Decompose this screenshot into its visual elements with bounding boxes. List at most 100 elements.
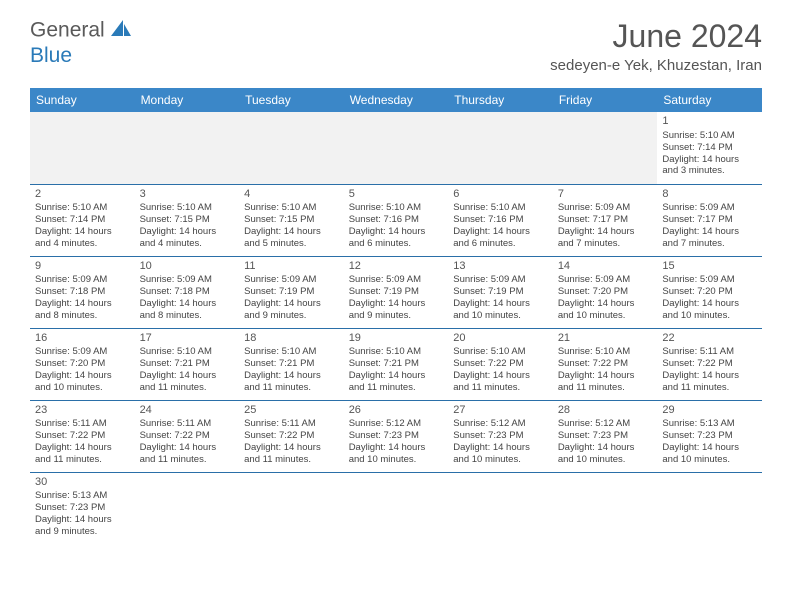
sunset-line: Sunset: 7:21 PM [140,358,210,369]
calendar-cell: 2Sunrise: 5:10 AMSunset: 7:14 PMDaylight… [30,184,135,256]
sunset-line: Sunset: 7:14 PM [35,214,105,225]
sunrise-line: Sunrise: 5:10 AM [140,202,212,213]
brand-part2: Blue [30,44,72,67]
day-number: 21 [558,332,653,346]
sunrise-line: Sunrise: 5:10 AM [349,346,421,357]
sunset-line: Sunset: 7:21 PM [349,358,419,369]
day-number: 22 [662,332,757,346]
daylight-line: Daylight: 14 hours and 6 minutes. [349,226,426,249]
calendar-cell: 28Sunrise: 5:12 AMSunset: 7:23 PMDayligh… [553,400,658,472]
sunrise-line: Sunrise: 5:11 AM [662,346,734,357]
day-number: 13 [453,260,548,274]
calendar-cell: 11Sunrise: 5:09 AMSunset: 7:19 PMDayligh… [239,256,344,328]
daylight-line: Daylight: 14 hours and 10 minutes. [558,442,635,465]
calendar-cell: 20Sunrise: 5:10 AMSunset: 7:22 PMDayligh… [448,328,553,400]
calendar-cell: 10Sunrise: 5:09 AMSunset: 7:18 PMDayligh… [135,256,240,328]
sunrise-line: Sunrise: 5:10 AM [453,202,525,213]
daylight-line: Daylight: 14 hours and 3 minutes. [662,154,739,177]
day-number: 14 [558,260,653,274]
calendar-cell: 7Sunrise: 5:09 AMSunset: 7:17 PMDaylight… [553,184,658,256]
daylight-line: Daylight: 14 hours and 9 minutes. [349,298,426,321]
weekday-header: Sunday [30,88,135,112]
sunrise-line: Sunrise: 5:12 AM [349,418,421,429]
calendar-cell: 19Sunrise: 5:10 AMSunset: 7:21 PMDayligh… [344,328,449,400]
daylight-line: Daylight: 14 hours and 10 minutes. [558,298,635,321]
day-number: 24 [140,404,235,418]
calendar-cell: 1Sunrise: 5:10 AMSunset: 7:14 PMDaylight… [657,112,762,184]
daylight-line: Daylight: 14 hours and 11 minutes. [662,370,739,393]
sunset-line: Sunset: 7:22 PM [453,358,523,369]
day-number: 19 [349,332,444,346]
sail-icon [109,18,135,44]
sunrise-line: Sunrise: 5:09 AM [453,274,525,285]
sunset-line: Sunset: 7:17 PM [662,214,732,225]
daylight-line: Daylight: 14 hours and 10 minutes. [349,442,426,465]
calendar-cell: 3Sunrise: 5:10 AMSunset: 7:15 PMDaylight… [135,184,240,256]
sunset-line: Sunset: 7:16 PM [349,214,419,225]
calendar-cell: 30Sunrise: 5:13 AMSunset: 7:23 PMDayligh… [30,472,135,544]
calendar-cell: 14Sunrise: 5:09 AMSunset: 7:20 PMDayligh… [553,256,658,328]
daylight-line: Daylight: 14 hours and 4 minutes. [140,226,217,249]
location-text: sedeyen-e Yek, Khuzestan, Iran [550,57,762,74]
calendar-row: 30Sunrise: 5:13 AMSunset: 7:23 PMDayligh… [30,472,762,544]
sunrise-line: Sunrise: 5:10 AM [244,346,316,357]
calendar-cell [657,472,762,544]
weekday-header: Friday [553,88,658,112]
brand-logo: GeneralBlue [30,18,135,68]
calendar-cell: 17Sunrise: 5:10 AMSunset: 7:21 PMDayligh… [135,328,240,400]
daylight-line: Daylight: 14 hours and 6 minutes. [453,226,530,249]
calendar-row: 1Sunrise: 5:10 AMSunset: 7:14 PMDaylight… [30,112,762,184]
sunrise-line: Sunrise: 5:09 AM [558,202,630,213]
calendar-cell [553,472,658,544]
brand-name: GeneralBlue [30,18,135,68]
day-number: 18 [244,332,339,346]
day-number: 26 [349,404,444,418]
calendar-cell [135,472,240,544]
calendar-cell: 25Sunrise: 5:11 AMSunset: 7:22 PMDayligh… [239,400,344,472]
day-number: 17 [140,332,235,346]
daylight-line: Daylight: 14 hours and 7 minutes. [662,226,739,249]
weekday-header: Tuesday [239,88,344,112]
day-number: 23 [35,404,130,418]
calendar-cell: 4Sunrise: 5:10 AMSunset: 7:15 PMDaylight… [239,184,344,256]
sunrise-line: Sunrise: 5:10 AM [558,346,630,357]
day-number: 12 [349,260,444,274]
daylight-line: Daylight: 14 hours and 11 minutes. [140,370,217,393]
sunrise-line: Sunrise: 5:13 AM [662,418,734,429]
sunrise-line: Sunrise: 5:11 AM [35,418,107,429]
weekday-header: Thursday [448,88,553,112]
sunrise-line: Sunrise: 5:13 AM [35,490,107,501]
daylight-line: Daylight: 14 hours and 9 minutes. [35,514,112,537]
daylight-line: Daylight: 14 hours and 11 minutes. [244,442,321,465]
daylight-line: Daylight: 14 hours and 8 minutes. [140,298,217,321]
calendar-cell: 6Sunrise: 5:10 AMSunset: 7:16 PMDaylight… [448,184,553,256]
day-number: 28 [558,404,653,418]
calendar-row: 16Sunrise: 5:09 AMSunset: 7:20 PMDayligh… [30,328,762,400]
day-number: 9 [35,260,130,274]
calendar-row: 2Sunrise: 5:10 AMSunset: 7:14 PMDaylight… [30,184,762,256]
day-number: 8 [662,188,757,202]
daylight-line: Daylight: 14 hours and 8 minutes. [35,298,112,321]
calendar-cell: 8Sunrise: 5:09 AMSunset: 7:17 PMDaylight… [657,184,762,256]
sunrise-line: Sunrise: 5:10 AM [35,202,107,213]
sunrise-line: Sunrise: 5:09 AM [349,274,421,285]
calendar-table: SundayMondayTuesdayWednesdayThursdayFrid… [30,88,762,544]
calendar-cell: 22Sunrise: 5:11 AMSunset: 7:22 PMDayligh… [657,328,762,400]
day-number: 5 [349,188,444,202]
calendar-cell: 26Sunrise: 5:12 AMSunset: 7:23 PMDayligh… [344,400,449,472]
daylight-line: Daylight: 14 hours and 5 minutes. [244,226,321,249]
day-number: 30 [35,476,130,490]
title-block: June 2024 sedeyen-e Yek, Khuzestan, Iran [550,18,762,74]
calendar-cell: 12Sunrise: 5:09 AMSunset: 7:19 PMDayligh… [344,256,449,328]
sunset-line: Sunset: 7:17 PM [558,214,628,225]
calendar-cell: 16Sunrise: 5:09 AMSunset: 7:20 PMDayligh… [30,328,135,400]
sunset-line: Sunset: 7:23 PM [453,430,523,441]
calendar-cell [344,472,449,544]
calendar-cell: 15Sunrise: 5:09 AMSunset: 7:20 PMDayligh… [657,256,762,328]
calendar-row: 23Sunrise: 5:11 AMSunset: 7:22 PMDayligh… [30,400,762,472]
sunset-line: Sunset: 7:20 PM [558,286,628,297]
daylight-line: Daylight: 14 hours and 4 minutes. [35,226,112,249]
sunset-line: Sunset: 7:15 PM [244,214,314,225]
calendar-cell [239,472,344,544]
weekday-header: Wednesday [344,88,449,112]
